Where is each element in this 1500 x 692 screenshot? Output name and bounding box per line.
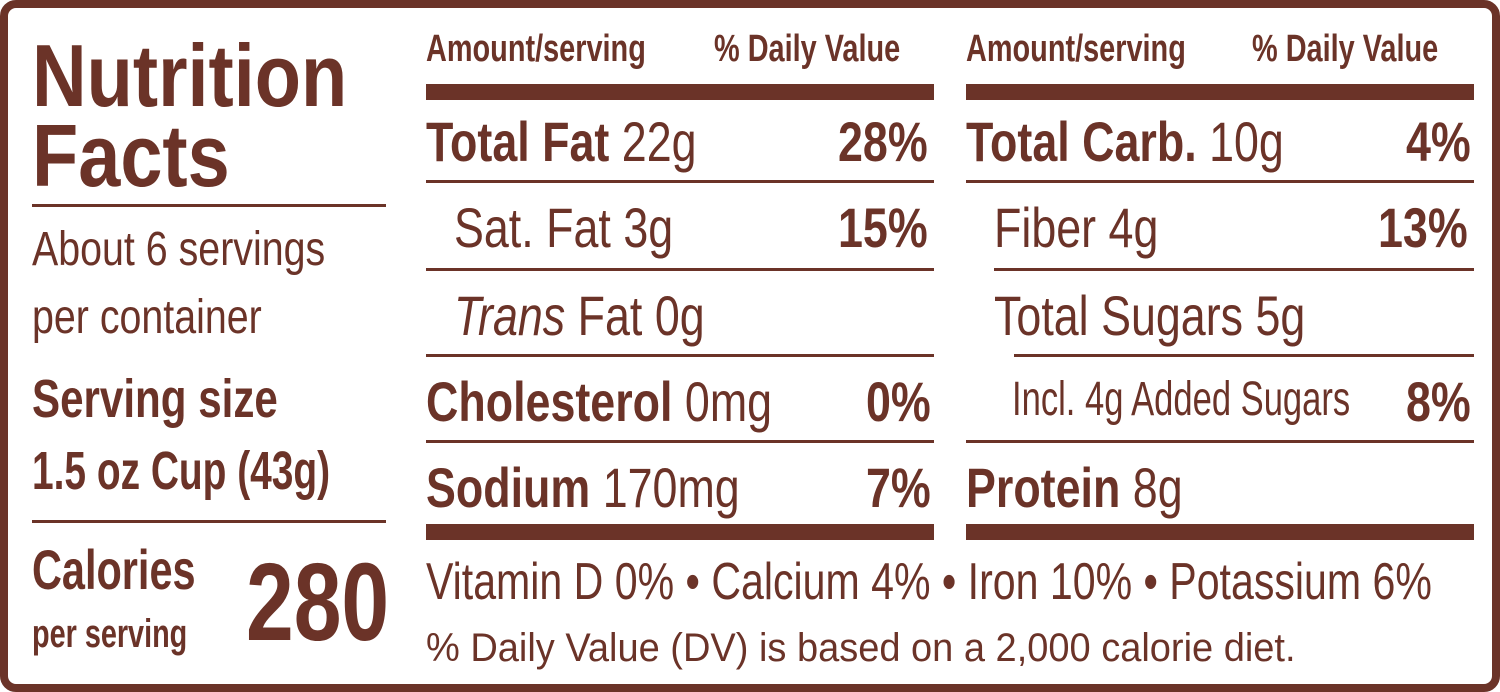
trans-fat-amount: 0g (654, 284, 705, 347)
added-sugars-row: Incl. 4g Added Sugars (1012, 373, 1351, 426)
right-rule-2 (994, 268, 1474, 271)
sat-fat-name: Sat. Fat (454, 196, 611, 259)
serving-size-value: 1.5 oz Cup (43g) (32, 441, 331, 501)
sodium-amount: 170mg (602, 456, 740, 519)
calories-value: 280 (246, 541, 390, 664)
fiber-name: Fiber (994, 196, 1097, 259)
sat-fat-dv: 15% (838, 196, 928, 259)
cholesterol-amount: 0mg (684, 370, 773, 433)
left-thick-rule-bottom (426, 524, 934, 540)
total-sugars-row: Total Sugars 5g (994, 288, 1383, 344)
fiber-row: Fiber 4g (994, 200, 1199, 256)
protein-row: Protein 8g (966, 460, 1237, 516)
cholesterol-dv: 0% (866, 370, 931, 433)
total-carb-amount: 10g (1209, 110, 1284, 173)
fiber-dv: 13% (1378, 196, 1468, 259)
protein-amount: 8g (1132, 456, 1183, 519)
right-header-dv: % Daily Value (1252, 28, 1439, 70)
left-rule-4 (426, 440, 934, 443)
left-rule-2 (426, 268, 934, 271)
protein-name: Protein (966, 456, 1121, 519)
calories-label: Calories (32, 538, 196, 601)
sodium-row: Sodium 170mg (426, 460, 818, 516)
total-sugars-amount: 5g (1255, 284, 1306, 347)
total-fat-name: Total Fat (426, 110, 610, 173)
total-fat-dv: 28% (838, 110, 928, 173)
servings-line-1: About 6 servings (32, 223, 326, 276)
trans-fat-row: Trans Fat 0g (454, 288, 767, 344)
left-rule-1 (426, 180, 934, 183)
title-line-2: Facts (32, 106, 230, 205)
total-carb-name: Total Carb. (966, 110, 1197, 173)
calories-per-serving: per serving (32, 612, 188, 656)
total-carb-row: Total Carb. 10g (966, 114, 1363, 170)
right-thick-rule-bottom (966, 524, 1474, 540)
total-carb-dv: 4% (1406, 110, 1471, 173)
total-fat-amount: 22g (621, 110, 697, 173)
title-line-1: Nutrition (32, 26, 348, 125)
total-fat-row: Total Fat 22g (426, 114, 764, 170)
left-rule-3 (426, 354, 934, 357)
right-thick-rule-top (966, 84, 1474, 100)
left-header-amount: Amount/serving (426, 28, 646, 70)
added-sugars-dv: 8% (1406, 370, 1471, 433)
sodium-name: Sodium (426, 456, 591, 519)
vitamins-line: Vitamin D 0% • Calcium 4% • Iron 10% • P… (426, 553, 1432, 611)
serving-rule (32, 520, 386, 523)
right-header-amount: Amount/serving (966, 28, 1186, 70)
sat-fat-row: Sat. Fat 3g (454, 200, 728, 256)
right-rule-1 (966, 180, 1474, 183)
cholesterol-name: Cholesterol (426, 370, 673, 433)
sat-fat-amount: 3g (623, 196, 674, 259)
trans-fat-name: Fat (577, 284, 643, 347)
right-rule-4 (966, 440, 1474, 443)
title-rule (32, 204, 386, 207)
left-thick-rule-top (426, 84, 934, 100)
dv-footnote: % Daily Value (DV) is based on a 2,000 c… (426, 626, 1296, 670)
sodium-dv: 7% (866, 456, 931, 519)
trans-fat-italic: Trans (454, 284, 566, 347)
total-sugars-name: Total Sugars (994, 284, 1244, 347)
serving-size-label: Serving size (32, 369, 278, 429)
servings-line-2: per container (32, 291, 262, 344)
right-rule-3 (1014, 354, 1474, 357)
fiber-amount: 4g (1108, 196, 1159, 259)
left-header-dv: % Daily Value (714, 28, 901, 70)
cholesterol-row: Cholesterol 0mg (426, 374, 859, 430)
